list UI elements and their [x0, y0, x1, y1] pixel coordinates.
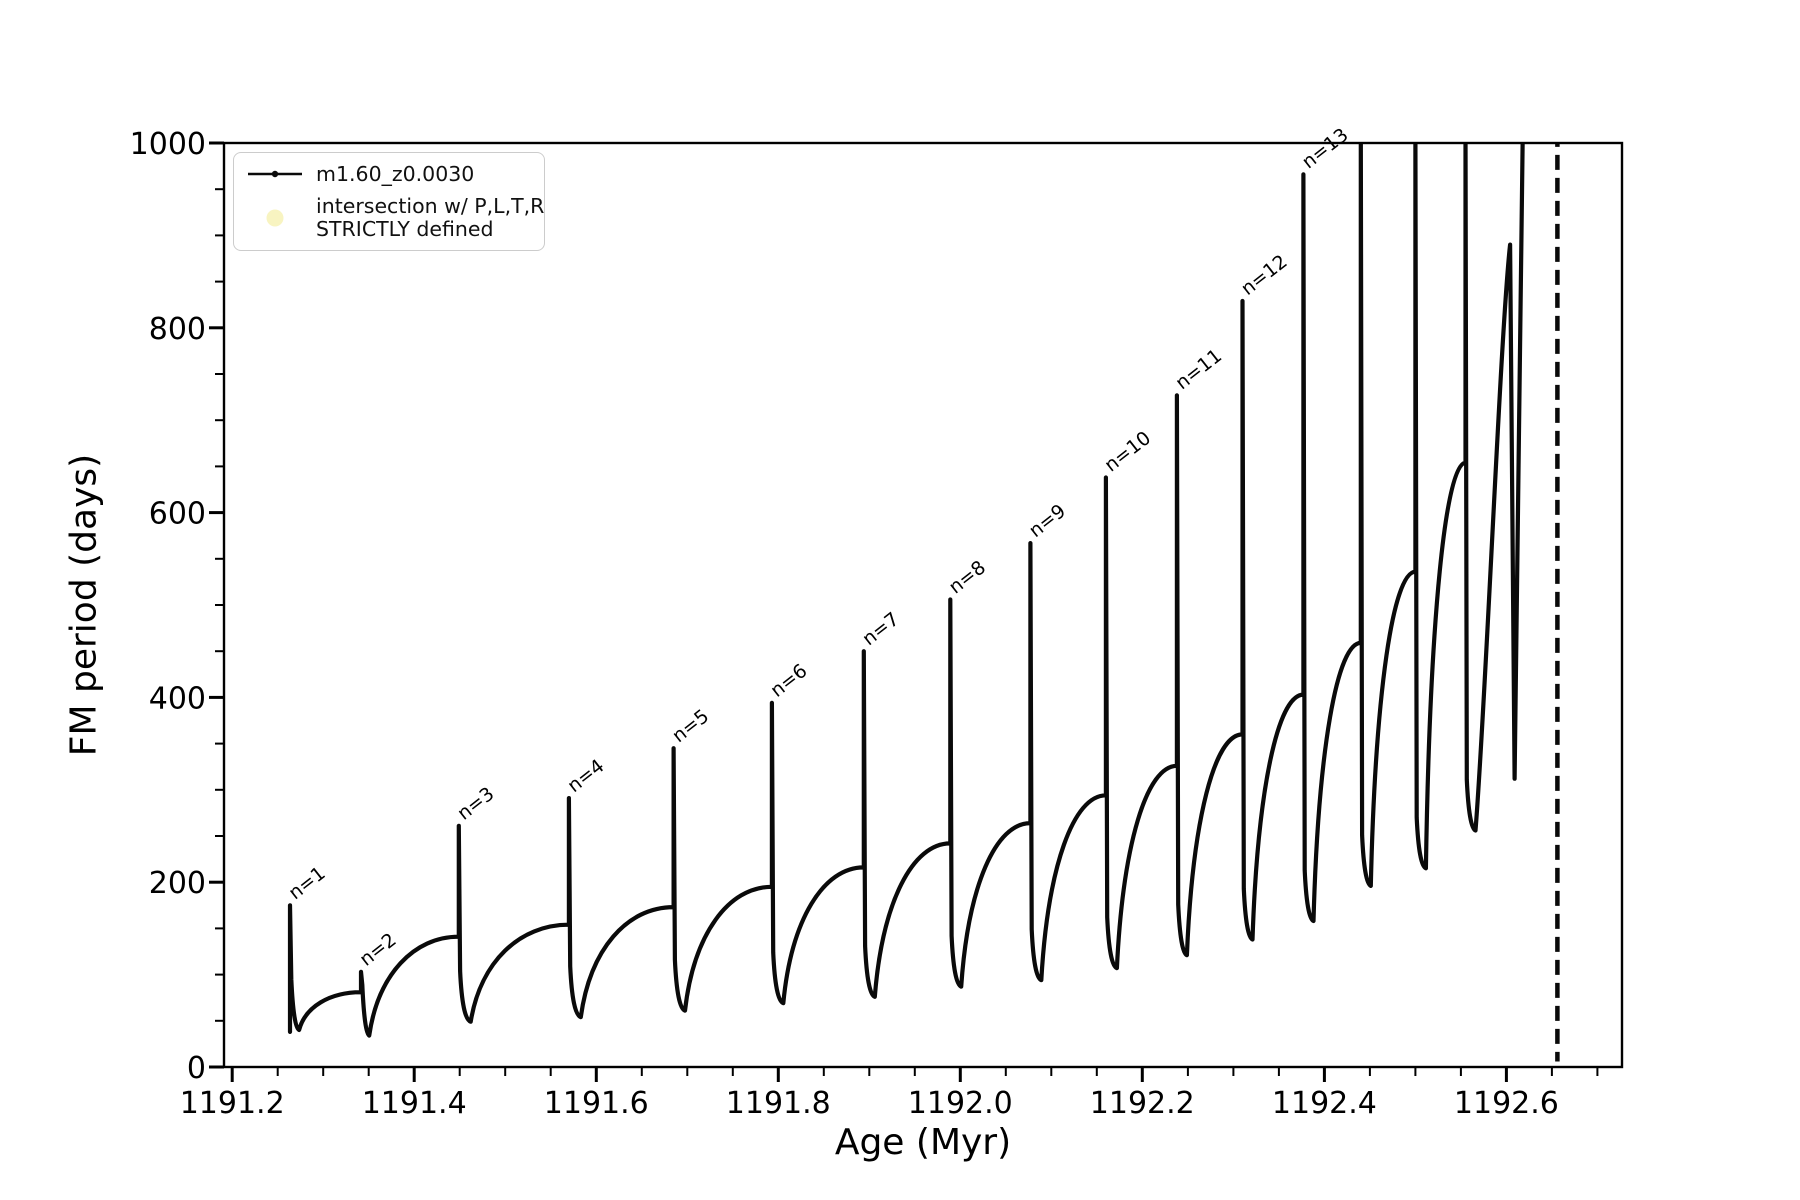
svg-text:n=2: n=2 — [356, 929, 401, 971]
svg-text:1191.6: 1191.6 — [544, 1086, 649, 1121]
legend-circle-icon — [244, 195, 306, 241]
svg-text:1191.8: 1191.8 — [726, 1086, 831, 1121]
y-tick-labels: 0 200 400 600 800 1000 — [130, 127, 206, 1086]
svg-text:1192.4: 1192.4 — [1272, 1086, 1377, 1121]
svg-text:n=3: n=3 — [453, 783, 498, 825]
svg-text:n=10: n=10 — [1100, 427, 1155, 476]
legend-label-intersection: intersection w/ P,L,T,R STRICTLY defined — [316, 195, 544, 241]
plot-frame — [222, 141, 1624, 1069]
svg-text:n=7: n=7 — [858, 608, 903, 650]
svg-text:n=12: n=12 — [1237, 251, 1292, 300]
svg-text:n=4: n=4 — [563, 755, 608, 797]
legend-label-series: m1.60_z0.0030 — [316, 161, 475, 186]
svg-text:1192.0: 1192.0 — [908, 1086, 1013, 1121]
legend-line-dot-icon — [244, 162, 306, 186]
svg-text:1192.6: 1192.6 — [1454, 1086, 1559, 1121]
series-curve — [287, 143, 1525, 1038]
y-axis-label: FM period (days) — [63, 453, 105, 757]
svg-text:n=8: n=8 — [945, 556, 990, 598]
svg-text:800: 800 — [149, 312, 206, 347]
legend-entry-series: m1.60_z0.0030 — [244, 162, 532, 186]
legend-entry-intersection: intersection w/ P,L,T,R STRICTLY defined — [244, 195, 544, 241]
svg-text:400: 400 — [149, 681, 206, 716]
svg-text:1192.2: 1192.2 — [1090, 1086, 1195, 1121]
svg-text:1000: 1000 — [130, 127, 206, 162]
x-axis-ticks — [230, 1067, 1599, 1082]
svg-text:1191.4: 1191.4 — [362, 1086, 467, 1121]
x-axis-label: Age (Myr) — [834, 1122, 1012, 1163]
legend-label-intersection-line2: STRICTLY defined — [316, 217, 494, 241]
legend: m1.60_z0.0030 intersection w/ P,L,T,R ST… — [233, 152, 545, 251]
svg-text:n=5: n=5 — [668, 705, 713, 747]
x-tick-labels: 1191.2 1191.4 1191.6 1191.8 1192.0 1192.2 1192… — [180, 1086, 1559, 1121]
svg-text:n=6: n=6 — [766, 660, 811, 702]
svg-text:n=9: n=9 — [1025, 500, 1070, 542]
svg-text:n=13: n=13 — [1298, 124, 1353, 173]
y-axis-ticks — [209, 141, 224, 1069]
svg-text:n=11: n=11 — [1171, 345, 1226, 394]
svg-text:600: 600 — [149, 497, 206, 532]
svg-text:0: 0 — [187, 1051, 206, 1086]
svg-text:n=1: n=1 — [285, 862, 330, 904]
legend-label-intersection-line1: intersection w/ P,L,T,R — [316, 194, 545, 218]
svg-text:1191.2: 1191.2 — [180, 1086, 285, 1121]
svg-text:200: 200 — [149, 866, 206, 901]
